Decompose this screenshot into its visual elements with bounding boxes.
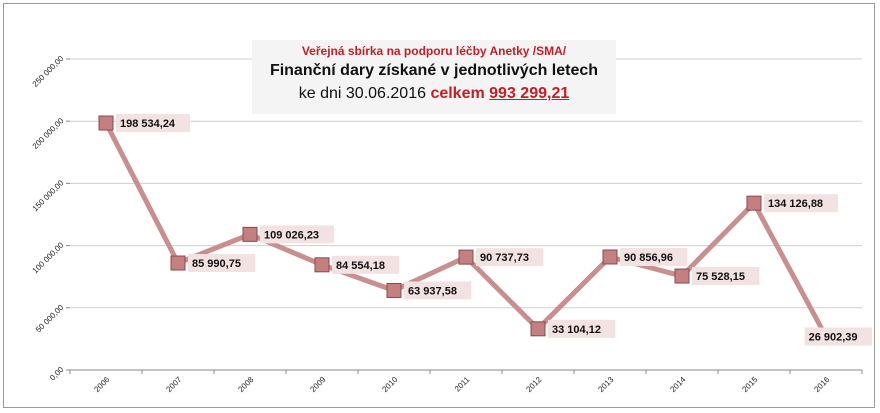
- chart-title-campaign: Veřejná sbírka na podporu léčby Anetky /…: [301, 44, 567, 58]
- data-label: 90 856,96: [624, 252, 673, 264]
- data-label: 198 534,24: [120, 118, 176, 130]
- x-tick-label: 2009: [308, 375, 327, 394]
- x-tick-label: 2015: [740, 375, 759, 394]
- x-tick-label: 2006: [92, 375, 111, 394]
- data-label-box: [116, 114, 190, 133]
- data-label: 33 104,12: [552, 324, 601, 336]
- data-label-box: [692, 267, 760, 286]
- data-point-marker: [386, 282, 402, 298]
- y-tick-label: 0,00: [48, 365, 66, 383]
- x-tick-label: 2010: [380, 375, 399, 394]
- data-label: 26 902,39: [809, 332, 858, 344]
- data-label-box: [548, 319, 616, 338]
- data-label: 90 737,73: [480, 252, 529, 264]
- markers: [98, 115, 834, 345]
- subtitle-date-text: ke dni 30.06.2016: [298, 85, 426, 102]
- data-point-marker: [98, 115, 114, 131]
- data-point-marker: [674, 268, 690, 284]
- chart-title-main: Finanční dary získané v jednotlivých let…: [269, 62, 599, 79]
- y-tick-label: 50 000,00: [34, 302, 66, 334]
- data-label-box: [404, 281, 472, 300]
- x-tick-label: 2011: [453, 375, 472, 394]
- chart-frame: 0,00 50 000,00 100 000,00 150 000,00 200 000…: [3, 3, 875, 408]
- data-point-marker: [602, 249, 618, 265]
- data-point-marker: [170, 255, 186, 271]
- data-labels: 198 534,24 85 990,75 109 026,23 84 554,18 63…: [116, 114, 872, 346]
- data-label: 134 126,88: [768, 198, 823, 210]
- data-label: 109 026,23: [264, 229, 319, 241]
- data-label-box: [476, 248, 544, 267]
- data-point-marker: [530, 321, 546, 337]
- chart-title-box: Veřejná sbírka na podporu léčby Anetky /…: [252, 40, 616, 114]
- data-label-box: [764, 194, 838, 213]
- data-label: 84 554,18: [336, 260, 385, 272]
- total-label: celkem: [430, 85, 485, 102]
- y-axis-ticks: 0,00 50 000,00 100 000,00 150 000,00 200 000…: [31, 54, 70, 383]
- x-tick-label: 2016: [812, 375, 831, 394]
- data-point-marker: [314, 257, 330, 273]
- data-point-marker: [458, 249, 474, 265]
- data-point-marker: [242, 226, 258, 242]
- y-tick-label: 250 000,00: [31, 54, 66, 89]
- data-label: 85 990,75: [192, 258, 241, 270]
- data-label-box: [188, 254, 256, 273]
- data-label-box: [804, 327, 872, 346]
- y-tick-label: 100 000,00: [31, 240, 66, 275]
- x-tick-label: 2012: [524, 375, 543, 394]
- x-tick-label: 2007: [164, 375, 183, 394]
- x-axis-ticks: 2006 2007 2008 2009 2010 2011 2012 2013 2014 2015…: [69, 370, 863, 394]
- x-tick-label: 2013: [596, 375, 615, 394]
- series-line: [103, 121, 829, 338]
- data-label: 75 528,15: [696, 271, 745, 283]
- data-point-marker: [746, 195, 762, 211]
- y-tick-label: 200 000,00: [31, 116, 66, 151]
- chart-subtitle: ke dni 30.06.2016 celkem 993 299,21: [252, 82, 616, 106]
- data-label-box: [332, 255, 400, 274]
- x-tick-label: 2008: [236, 375, 255, 394]
- x-tick-label: 2014: [668, 375, 687, 394]
- y-tick-label: 150 000,00: [31, 178, 66, 213]
- data-label-box: [260, 225, 334, 244]
- line-chart: 0,00 50 000,00 100 000,00 150 000,00 200 000…: [31, 54, 872, 394]
- data-label: 63 937,58: [408, 285, 457, 297]
- data-label-box: [620, 247, 688, 266]
- total-value: 993 299,21: [489, 85, 570, 102]
